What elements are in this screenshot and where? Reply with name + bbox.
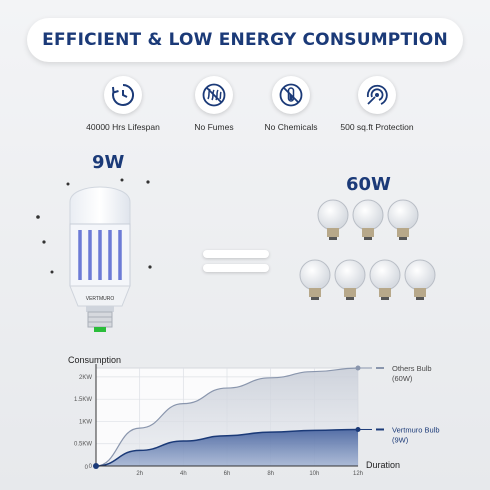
legend-vertmuro-name: Vertmuro Bulb xyxy=(392,425,440,434)
legend-others-name: Others Bulb xyxy=(392,364,432,373)
y-tick-label: 1.5KW xyxy=(74,397,92,403)
y-axis-title: Consumption xyxy=(68,355,121,365)
title-banner: EFFICIENT & LOW ENERGY CONSUMPTION xyxy=(27,18,463,62)
banner-title: EFFICIENT & LOW ENERGY CONSUMPTION xyxy=(42,30,448,50)
incandescent-bulb-icon xyxy=(334,259,366,300)
y-tick-label: 1KW xyxy=(79,419,92,425)
feature-lifespan: 40000 Hrs Lifespan xyxy=(63,76,183,132)
incandescent-bulb-icon xyxy=(352,199,384,240)
incandescent-bulb-icon xyxy=(317,199,349,240)
feature-no-fumes: No Fumes xyxy=(154,76,274,132)
x-axis-title: Duration xyxy=(366,460,400,470)
protection-target-icon xyxy=(358,76,396,114)
no-chemicals-icon xyxy=(272,76,310,114)
incandescent-bulbs-group xyxy=(299,199,436,300)
x-tick-label: 0 xyxy=(85,465,89,471)
no-fumes-icon xyxy=(195,76,233,114)
feature-protection: 500 sq.ft Protection xyxy=(317,76,437,132)
vertmuro-bulb-line xyxy=(95,428,359,467)
legend-vertmuro-sub: (9W) xyxy=(392,435,409,444)
origin-dot xyxy=(93,463,99,469)
feature-label: No Fumes xyxy=(194,122,234,132)
feature-label: 500 sq.ft Protection xyxy=(340,122,414,132)
incandescent-bulb-icon xyxy=(369,259,401,300)
feature-row: 40000 Hrs Lifespan No Fumes No Chemicals xyxy=(0,76,490,136)
clock-refresh-icon xyxy=(104,76,142,114)
equals-bar-top xyxy=(203,250,269,258)
bulb-wattage-label: 9W xyxy=(92,152,125,173)
x-tick-label: 2h xyxy=(136,471,143,477)
bulb-brand-text: VERTMURO xyxy=(86,296,115,302)
feature-label: 40000 Hrs Lifespan xyxy=(86,122,160,132)
y-tick-label: 2KW xyxy=(79,375,92,381)
y-tick-label: 0 xyxy=(89,464,93,470)
incandescent-bulb-icon xyxy=(299,259,331,300)
incandescent-bulb-icon xyxy=(404,259,436,300)
x-tick-label: 10h xyxy=(309,471,319,477)
mosquito-icon xyxy=(36,178,152,274)
y-tick-label: 0.5KW xyxy=(74,442,92,448)
others-bulb-line xyxy=(95,367,359,467)
consumption-chart: 2h 4h 6h 8h 10h 12h 0 0.5KW 1KW 1.5KW 2KW 0 Consumpt… xyxy=(0,350,490,490)
equals-bar-bottom xyxy=(203,264,269,272)
consumption-chart-svg: 2h 4h 6h 8h 10h 12h 0 0.5KW 1KW 1.5KW 2KW 0 Consumpt… xyxy=(68,355,440,477)
feature-label: No Chemicals xyxy=(264,122,318,132)
incandescent-bulb-icon xyxy=(387,199,419,240)
bug-zapper-bulb: VERTMURO xyxy=(36,178,152,332)
feature-no-chemicals: No Chemicals xyxy=(231,76,351,132)
vertmuro-bulb-area xyxy=(96,429,358,466)
legend-others-sub: (60W) xyxy=(392,374,413,383)
incandescent-wattage-label: 60W xyxy=(346,174,391,195)
x-tick-label: 8h xyxy=(267,471,274,477)
x-tick-label: 6h xyxy=(224,471,231,477)
x-tick-label: 12h xyxy=(353,471,363,477)
x-tick-label: 4h xyxy=(180,471,187,477)
